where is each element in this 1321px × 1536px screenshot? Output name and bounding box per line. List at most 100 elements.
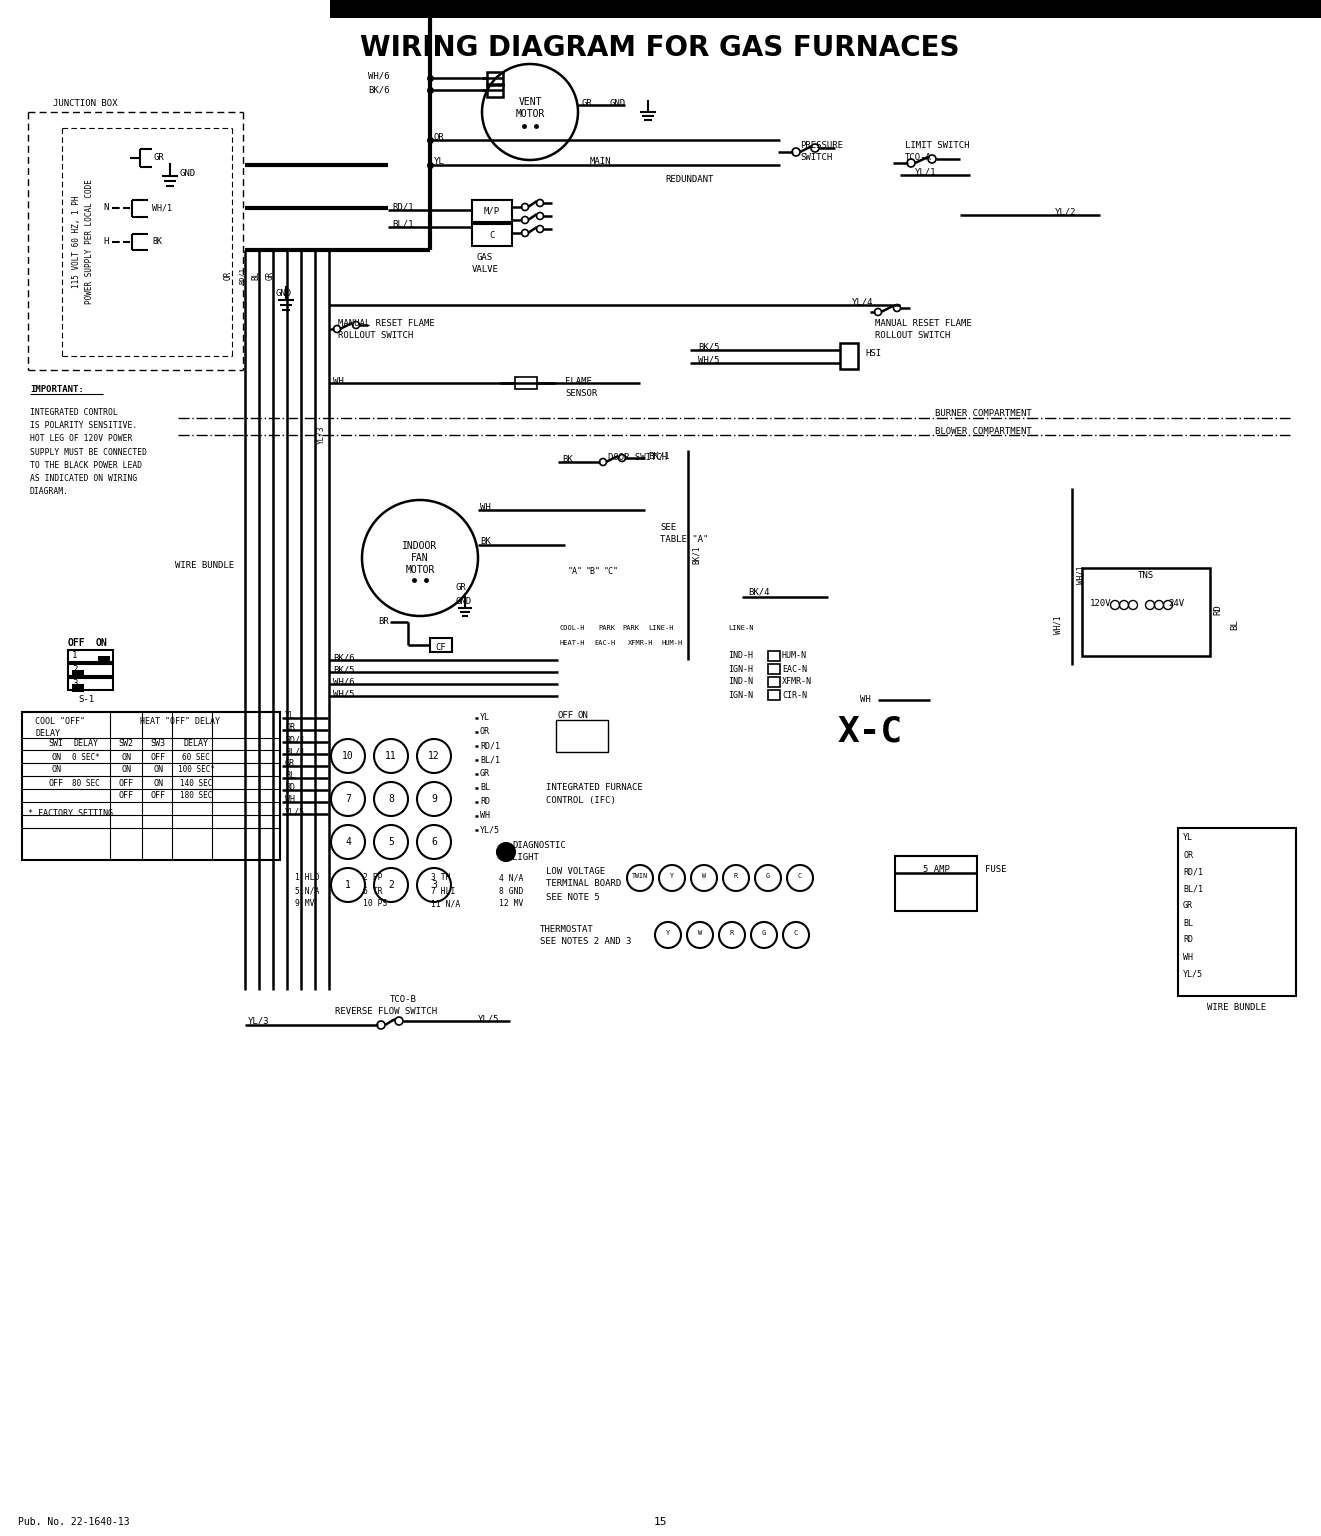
Text: "B": "B" [587, 567, 601, 576]
Bar [330, 0, 1321, 18]
Text: GND: GND [454, 598, 472, 607]
Text: S-1: S-1 [78, 696, 94, 705]
Text: TCO-A: TCO-A [905, 154, 931, 163]
Text: BR: BR [378, 617, 388, 627]
Text: RD: RD [480, 797, 490, 806]
Text: OFF: OFF [151, 791, 165, 800]
Text: TERMINAL BOARD: TERMINAL BOARD [546, 880, 621, 888]
Text: HUM-N: HUM-N [782, 651, 807, 660]
Text: RD/1: RD/1 [1184, 868, 1203, 877]
Text: "A": "A" [568, 567, 583, 576]
Text: LINE-H: LINE-H [649, 625, 674, 631]
Bar [98, 656, 110, 664]
Text: 10: 10 [342, 751, 354, 760]
Text: RD: RD [1184, 935, 1193, 945]
Text: Pub. No. 22-1640-13: Pub. No. 22-1640-13 [18, 1518, 129, 1527]
Text: 9 MV: 9 MV [295, 900, 314, 908]
Bar [768, 651, 779, 660]
Text: IGN-H: IGN-H [728, 665, 753, 673]
Text: GND: GND [275, 289, 291, 298]
Text: LIMIT SWITCH: LIMIT SWITCH [905, 141, 970, 151]
Text: ON: ON [122, 765, 131, 774]
Text: YL/3: YL/3 [248, 1017, 269, 1026]
Text: WH/6: WH/6 [369, 72, 390, 80]
Text: PRESSURE: PRESSURE [801, 141, 843, 151]
Text: ROLLOUT SWITCH: ROLLOUT SWITCH [875, 330, 950, 339]
Text: SEE NOTES 2 AND 3: SEE NOTES 2 AND 3 [540, 937, 631, 946]
Text: ROLLOUT SWITCH: ROLLOUT SWITCH [338, 330, 413, 339]
Text: 3: 3 [73, 679, 78, 688]
Text: SWITCH: SWITCH [801, 154, 832, 163]
Text: ON: ON [153, 779, 162, 788]
Text: BK: BK [561, 455, 573, 464]
Text: WH: WH [480, 502, 490, 511]
Text: 8: 8 [388, 794, 394, 803]
Text: REDUNDANT: REDUNDANT [664, 175, 713, 183]
Text: GR: GR [266, 270, 275, 280]
Text: SEE NOTE 5: SEE NOTE 5 [546, 894, 600, 903]
Text: YL/1: YL/1 [915, 167, 937, 177]
Text: 8 GND: 8 GND [499, 886, 523, 895]
Text: IGN-N: IGN-N [728, 691, 753, 699]
Text: RD/1: RD/1 [480, 742, 501, 751]
Text: ON: ON [153, 765, 162, 774]
Text: 4 N/A: 4 N/A [499, 874, 523, 883]
Text: TABLE "A": TABLE "A" [660, 536, 708, 544]
Text: CIR-N: CIR-N [782, 691, 807, 699]
Text: WH/5: WH/5 [333, 690, 354, 699]
Text: BK/4: BK/4 [748, 587, 770, 596]
Bar [67, 677, 114, 690]
Text: INDOOR: INDOOR [403, 541, 437, 551]
Text: SWI: SWI [49, 739, 63, 748]
Text: HSI: HSI [865, 350, 881, 358]
Text: 15: 15 [654, 1518, 667, 1527]
Text: 11 N/A: 11 N/A [431, 900, 460, 908]
Text: EAC-N: EAC-N [782, 665, 807, 673]
Bar [1178, 828, 1296, 995]
Text: OFF: OFF [67, 637, 86, 648]
Text: 12: 12 [428, 751, 440, 760]
Text: 140 SEC: 140 SEC [180, 779, 213, 788]
Text: REVERSE FLOW SWITCH: REVERSE FLOW SWITCH [336, 1008, 437, 1017]
Text: MOTOR: MOTOR [406, 565, 435, 574]
Text: BK/5: BK/5 [333, 665, 354, 674]
Text: 1 HLO: 1 HLO [295, 874, 320, 883]
Text: GAS: GAS [477, 253, 493, 263]
Text: 24V: 24V [1168, 599, 1184, 608]
Text: XFMR-H: XFMR-H [627, 641, 654, 647]
Text: BK/6: BK/6 [369, 86, 390, 95]
Text: C: C [794, 929, 798, 935]
Text: LINE-N: LINE-N [728, 625, 753, 631]
Text: OFF: OFF [119, 791, 133, 800]
Circle shape [497, 843, 515, 862]
Text: XFMR-N: XFMR-N [782, 677, 812, 687]
Bar [67, 650, 114, 662]
Text: YL/2: YL/2 [1055, 207, 1077, 217]
Text: THERMOSTAT: THERMOSTAT [540, 926, 593, 934]
Text: DIAGNOSTIC: DIAGNOSTIC [513, 842, 565, 851]
Text: DELAY: DELAY [34, 728, 59, 737]
Text: BURNER COMPARTMENT: BURNER COMPARTMENT [935, 410, 1032, 418]
Text: WH/1: WH/1 [1077, 565, 1085, 584]
Text: SENSOR: SENSOR [565, 389, 597, 398]
Text: BL: BL [285, 771, 295, 780]
Text: PARK: PARK [622, 625, 639, 631]
Text: 1: 1 [345, 880, 351, 889]
Text: WH: WH [860, 696, 871, 705]
Text: 7: 7 [345, 794, 351, 803]
Text: VALVE: VALVE [472, 266, 498, 275]
Bar [840, 343, 859, 369]
Text: WH/1: WH/1 [152, 203, 172, 212]
Text: H: H [103, 238, 108, 246]
Text: IND-H: IND-H [728, 651, 753, 660]
Bar [22, 713, 280, 860]
Text: 60 SEC: 60 SEC [182, 753, 210, 762]
Text: IMPORTANT:: IMPORTANT: [30, 386, 83, 395]
Text: BL/1: BL/1 [392, 220, 413, 229]
Text: MAIN: MAIN [590, 158, 612, 166]
Text: 5: 5 [388, 837, 394, 846]
Text: BK/1: BK/1 [649, 452, 670, 461]
Text: 120V: 120V [1090, 599, 1111, 608]
Text: WH/1: WH/1 [1054, 616, 1062, 634]
Text: 100 SEC*: 100 SEC* [177, 765, 214, 774]
